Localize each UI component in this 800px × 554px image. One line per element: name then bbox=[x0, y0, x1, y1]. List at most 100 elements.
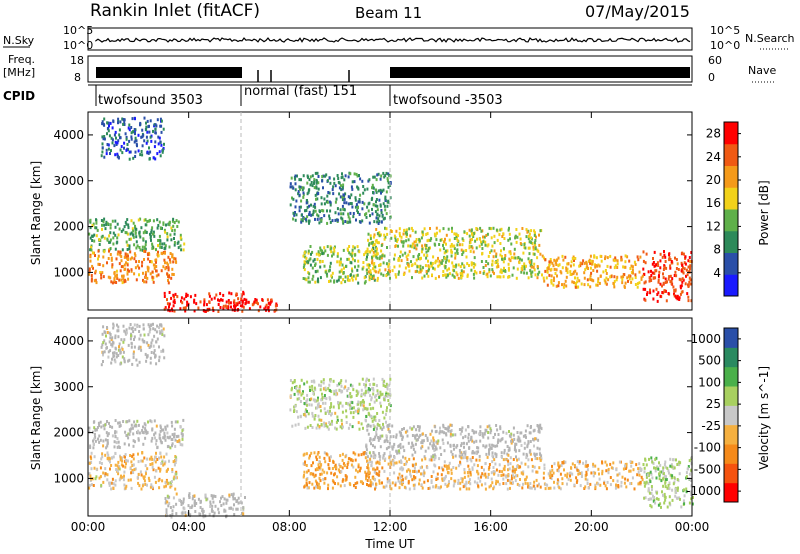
scatter-cell bbox=[300, 220, 303, 224]
scatter-cell bbox=[479, 430, 482, 433]
scatter-cell bbox=[181, 511, 184, 515]
scatter-cell bbox=[462, 264, 465, 268]
nsky-strip-frame bbox=[87, 27, 693, 51]
scatter-cell bbox=[465, 249, 468, 252]
scatter-cell bbox=[232, 494, 235, 498]
scatter-cell bbox=[157, 142, 160, 146]
scatter-cell bbox=[98, 434, 101, 438]
scatter-cell bbox=[161, 242, 164, 246]
scatter-cell bbox=[335, 393, 338, 397]
scatter-cell bbox=[624, 477, 627, 481]
scatter-cell bbox=[163, 455, 166, 459]
scatter-cell bbox=[99, 438, 102, 442]
scatter-cell bbox=[100, 276, 103, 280]
scatter-cell bbox=[509, 462, 512, 466]
scatter-cell bbox=[367, 209, 370, 213]
scatter-cell bbox=[149, 260, 151, 264]
scatter-cell bbox=[488, 448, 491, 452]
scatter-cell bbox=[520, 258, 523, 262]
scatter-cell bbox=[401, 437, 404, 441]
scatter-cell bbox=[225, 501, 228, 505]
scatter-cell bbox=[364, 470, 367, 474]
scatter-cell bbox=[123, 146, 125, 150]
scatter-cell bbox=[361, 377, 364, 381]
scatter-cell bbox=[621, 278, 624, 281]
scatter-cell bbox=[471, 246, 474, 250]
scatter-cell bbox=[199, 500, 202, 504]
scatter-cell bbox=[166, 302, 169, 306]
scatter-cell bbox=[433, 242, 436, 246]
scatter-cell bbox=[590, 271, 593, 275]
scatter-cell bbox=[489, 484, 492, 488]
scatter-cell bbox=[365, 257, 368, 261]
scatter-cell bbox=[97, 249, 100, 253]
scatter-cell bbox=[352, 465, 355, 469]
scatter-cell bbox=[340, 184, 342, 188]
scatter-cell bbox=[99, 271, 102, 274]
scatter-cell bbox=[416, 243, 419, 247]
scatter-cell bbox=[658, 477, 661, 481]
scatter-cell bbox=[117, 354, 120, 357]
scatter-cell bbox=[160, 455, 163, 459]
scatter-cell bbox=[343, 464, 346, 468]
scatter-cell bbox=[94, 439, 97, 443]
scatter-cell bbox=[376, 276, 379, 280]
scatter-cell bbox=[388, 441, 391, 445]
scatter-cell bbox=[384, 395, 387, 399]
scatter-cell bbox=[651, 262, 654, 266]
scatter-cell bbox=[384, 226, 386, 230]
scatter-cell bbox=[380, 256, 383, 260]
scatter-cell bbox=[450, 243, 453, 246]
scatter-cell bbox=[95, 226, 98, 230]
scatter-cell bbox=[560, 271, 563, 275]
scatter-cell bbox=[414, 476, 417, 480]
scatter-cell bbox=[538, 243, 541, 247]
scatter-cell bbox=[616, 479, 619, 483]
scatter-cell bbox=[495, 468, 498, 472]
scatter-cell bbox=[174, 420, 177, 424]
scatter-cell bbox=[449, 432, 452, 436]
scatter-cell bbox=[120, 229, 123, 233]
scatter-cell bbox=[138, 337, 141, 341]
scatter-cell bbox=[184, 306, 187, 310]
scatter-cell bbox=[368, 178, 371, 182]
scatter-cell bbox=[685, 471, 688, 475]
scatter-cell bbox=[102, 471, 105, 475]
scatter-cell bbox=[425, 250, 428, 254]
scatter-cell bbox=[525, 264, 527, 268]
scatter-cell bbox=[167, 504, 170, 508]
nsky-tick-top: 10^5 bbox=[63, 24, 93, 37]
scatter-cell bbox=[450, 477, 453, 481]
scatter-cell bbox=[487, 254, 490, 258]
scatter-cell bbox=[328, 176, 331, 180]
scatter-cell bbox=[98, 263, 101, 266]
scatter-cell bbox=[289, 203, 292, 207]
scatter-cell bbox=[90, 483, 93, 487]
scatter-cell bbox=[364, 389, 367, 393]
scatter-cell bbox=[479, 439, 482, 443]
scatter-cell bbox=[538, 233, 540, 237]
scatter-cell bbox=[356, 470, 359, 474]
scatter-cell bbox=[467, 464, 470, 468]
scatter-cell bbox=[100, 363, 103, 367]
scatter-cell bbox=[555, 284, 558, 288]
scatter-cell bbox=[170, 483, 173, 487]
scatter-cell bbox=[586, 482, 589, 485]
scatter-cell bbox=[400, 460, 403, 464]
scatter-cell bbox=[564, 460, 567, 464]
scatter-cell bbox=[458, 454, 461, 458]
scatter-cell bbox=[409, 234, 412, 238]
scatter-cell bbox=[336, 252, 339, 256]
scatter-cell bbox=[172, 300, 175, 304]
scatter-cell bbox=[340, 176, 343, 180]
scatter-cell bbox=[375, 398, 378, 402]
scatter-cell bbox=[299, 205, 302, 209]
scatter-cell bbox=[143, 456, 146, 460]
scatter-cell bbox=[372, 467, 375, 471]
scatter-cell bbox=[678, 298, 681, 301]
scatter-cell bbox=[321, 175, 324, 178]
scatter-cell bbox=[376, 422, 379, 426]
scatter-cell bbox=[160, 441, 163, 445]
scatter-cell bbox=[220, 298, 222, 302]
scatter-cell bbox=[473, 276, 476, 280]
